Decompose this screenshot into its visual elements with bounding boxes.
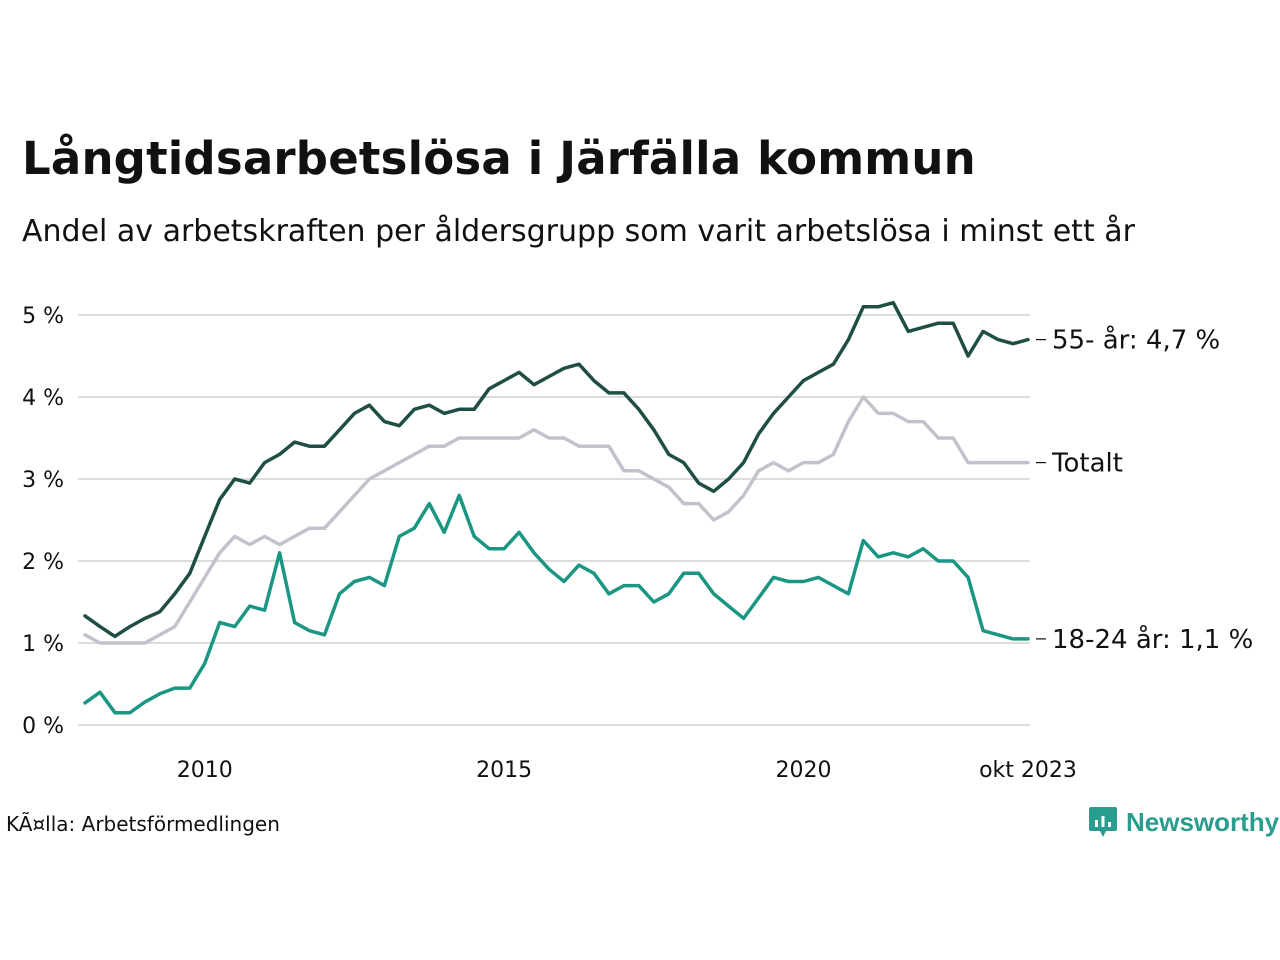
series-end-labels: 55- år: 4,7 % Totalt 18-24 år: 1,1 %: [1036, 325, 1253, 655]
y-axis-ticks: 0 % 1 % 2 % 3 % 4 % 5 %: [22, 304, 64, 739]
series-line-totalt: [83, 395, 1030, 645]
series-lines: [83, 300, 1030, 715]
y-tick-label: 3 %: [22, 468, 64, 493]
grid-lines: [78, 314, 1030, 726]
y-tick-label: 1 %: [22, 632, 64, 657]
newsworthy-logo-icon: [1089, 807, 1117, 837]
y-tick-label: 4 %: [22, 386, 64, 411]
x-tick-label: 2010: [177, 758, 233, 783]
x-tick-label: 2020: [775, 758, 831, 783]
brand-logo: Newsworthy: [1088, 804, 1279, 840]
x-axis-ticks: 2010 2015 2020 okt 2023: [177, 758, 1077, 783]
x-tick-label: 2015: [476, 758, 532, 783]
series-label-18-24: 18-24 år: 1,1 %: [1052, 624, 1253, 655]
series-line-18-24: [83, 493, 1030, 715]
y-tick-label: 5 %: [22, 304, 64, 329]
chart-title: Långtidsarbetslösa i Järfälla kommun: [22, 132, 976, 185]
brand-name: Newsworthy: [1126, 806, 1280, 837]
series-line-55: [83, 300, 1030, 639]
chart-subtitle: Andel av arbetskraften per åldersgrupp s…: [22, 214, 1135, 249]
y-tick-label: 2 %: [22, 550, 64, 575]
source-note: KÃ¤lla: Arbetsförmedlingen: [6, 812, 280, 836]
x-tick-label: okt 2023: [979, 758, 1077, 783]
series-label-55: 55- år: 4,7 %: [1052, 325, 1220, 356]
series-label-totalt: Totalt: [1051, 449, 1123, 479]
y-tick-label: 0 %: [22, 714, 64, 739]
